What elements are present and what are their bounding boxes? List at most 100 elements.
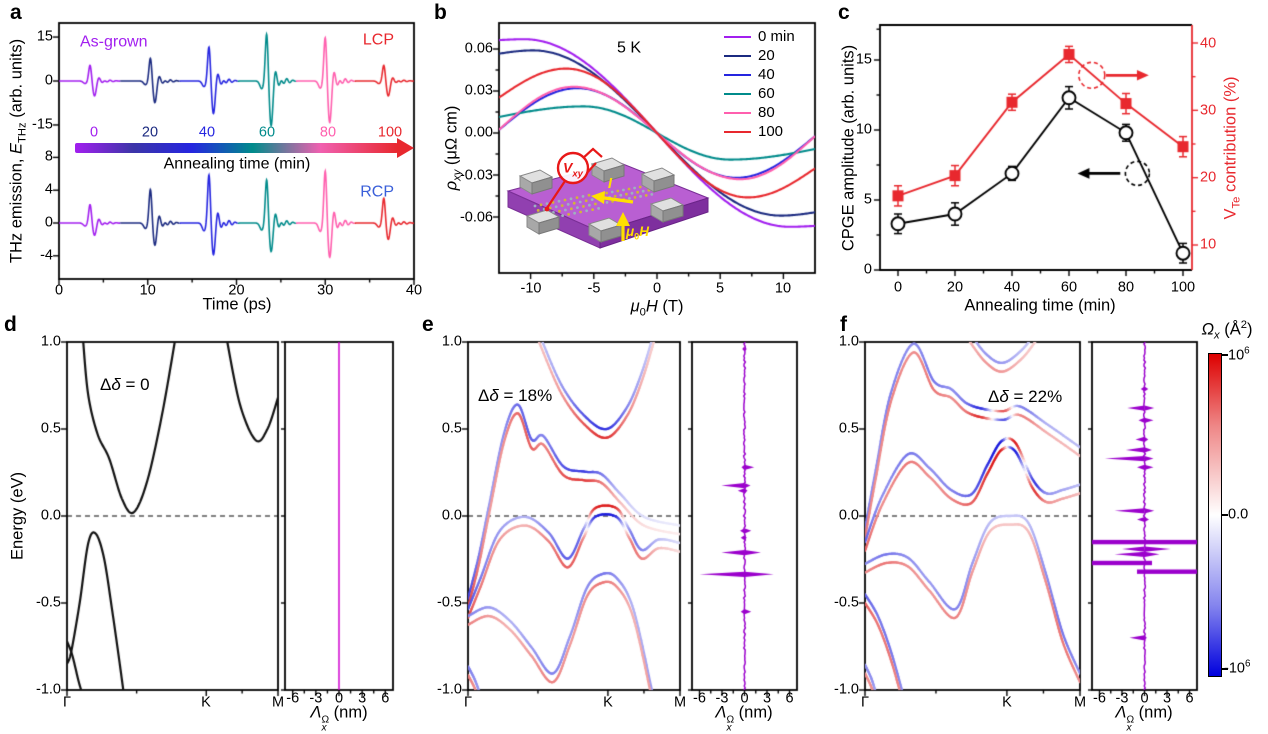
tick-label: -0.5 — [834, 594, 859, 611]
current-arrow — [600, 195, 634, 204]
tick-label: 5 — [715, 280, 725, 297]
panel-letter-b: b — [434, 1, 447, 24]
kpath-label: M — [271, 694, 285, 711]
as-grown-label: As-grown — [80, 33, 148, 51]
legend-label: 60 — [758, 85, 775, 102]
legend-item: 100 — [724, 122, 795, 141]
c-left-axis-label: CPGE amplitude (arb. units) — [839, 44, 858, 252]
kpath-label: Γ — [63, 694, 71, 711]
tick-label: -3 — [715, 690, 729, 707]
current-arrow-head-icon — [591, 191, 605, 204]
legend-swatch — [724, 54, 751, 57]
delta-label-f: Δδ = 22% — [988, 387, 1063, 407]
tick-label: 10 — [1200, 236, 1217, 253]
tick-label: 6 — [785, 690, 794, 707]
panel-e-bands — [458, 332, 690, 704]
annealing-time-tick: 40 — [198, 124, 216, 141]
tick-label: -15 — [32, 116, 53, 133]
b-y-axis-label: ρxy (μΩ cm) — [442, 105, 464, 191]
tick-label: 0 — [863, 261, 872, 278]
panel-letter-f: f — [840, 313, 847, 336]
tick-label: -5 — [587, 280, 601, 297]
tick-label: 0.5 — [838, 420, 859, 437]
panel-letter-d: d — [4, 313, 17, 336]
kpath-label: K — [1002, 694, 1012, 711]
panel-e-shift-current — [682, 332, 807, 704]
current-label: I — [607, 175, 613, 193]
wire-contact — [544, 206, 550, 212]
annealing-time-tick: 0 — [89, 124, 99, 141]
rcp-label: RCP — [360, 183, 394, 201]
annealing-time-tick: 60 — [258, 124, 276, 141]
b-legend: 0 min 20 40 60 80 100 — [724, 27, 795, 141]
kpath-label: M — [673, 694, 687, 711]
tick-label: -1.0 — [437, 681, 462, 698]
tick-label: 80 — [1117, 279, 1135, 296]
panel-d-shift-current — [275, 332, 403, 704]
tick-label: 0.06 — [464, 40, 493, 57]
tick-label: 0.03 — [464, 82, 493, 99]
tick-label: 1.0 — [441, 333, 462, 350]
tick-label: 3 — [762, 690, 772, 707]
legend-swatch — [724, 92, 751, 95]
tick-label: 4 — [44, 181, 53, 198]
panel-letter-e: e — [422, 313, 434, 336]
tick-label: 20 — [1200, 169, 1217, 186]
tick-label: 15 — [36, 28, 53, 45]
a-y-axis-label: THz emission, ETHz (arb. units) — [7, 38, 29, 264]
tick-label: 3 — [1162, 690, 1172, 707]
kpath-label: Γ — [861, 694, 869, 711]
tick-label: 8 — [44, 148, 53, 165]
tick-label: 30 — [1200, 102, 1217, 119]
legend-label: 80 — [758, 104, 775, 121]
field-arrow-head-icon — [616, 212, 630, 226]
colorbar-tick — [1222, 668, 1228, 670]
annealing-time-tick: 80 — [319, 124, 337, 141]
tick-label: 0 — [652, 280, 662, 297]
legend-label: 100 — [758, 123, 784, 140]
tick-label: 0.00 — [464, 124, 493, 141]
c-right-axis-label: VTe contribution (%) — [1221, 76, 1243, 220]
delta-label-e: Δδ = 18% — [478, 386, 553, 406]
device-inset — [506, 147, 710, 249]
tick-label: 6 — [1185, 690, 1194, 707]
tick-label: 20 — [946, 279, 964, 296]
kpath-label: Γ — [464, 694, 472, 711]
tick-label: 0 — [44, 72, 53, 89]
colorbar-max-label: 106 — [1228, 345, 1250, 364]
tick-label: -6 — [1093, 690, 1106, 707]
tick-label: -4 — [40, 247, 53, 264]
vxy-label: Vxy — [563, 159, 583, 180]
kpath-label: K — [603, 694, 613, 711]
tick-label: 15 — [855, 51, 872, 68]
a-x-axis-label: Time (ps) — [202, 295, 272, 314]
legend-item: 40 — [724, 65, 795, 84]
colorbar-tick — [1222, 514, 1228, 516]
tick-label: 40 — [1003, 279, 1021, 296]
berry-curvature-colorbar — [1208, 353, 1222, 677]
tick-label: -3 — [309, 690, 323, 707]
panel-f-bands — [855, 332, 1090, 704]
tick-label: 20 — [228, 282, 245, 299]
tick-label: -3 — [1115, 690, 1129, 707]
tick-label: 0 — [1140, 690, 1149, 707]
legend-label: 0 min — [758, 28, 795, 45]
legend-label: 20 — [758, 47, 775, 64]
tick-label: -1.0 — [834, 681, 859, 698]
tick-label: 0 — [740, 690, 749, 707]
tick-label: 0.0 — [838, 507, 859, 524]
panel-f-shift-current — [1082, 332, 1207, 704]
legend-label: 40 — [758, 66, 775, 83]
panel-a-plot — [49, 13, 424, 293]
legend-item: 0 min — [724, 27, 795, 46]
legend-item: 20 — [724, 46, 795, 65]
temperature-label: 5 K — [617, 39, 642, 57]
tick-label: 1.0 — [40, 333, 61, 350]
wire — [546, 180, 566, 209]
tick-label: 10 — [855, 121, 872, 138]
tick-label: 5 — [863, 191, 872, 208]
colorbar-tick — [1222, 354, 1228, 356]
